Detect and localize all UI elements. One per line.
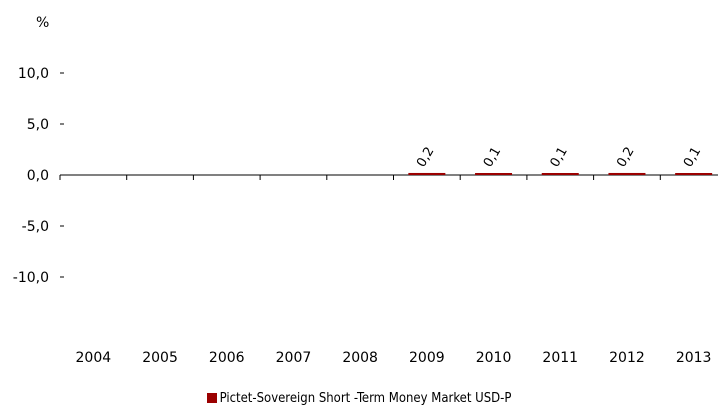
- legend: Pictet-Sovereign Short -Term Money Marke…: [0, 392, 718, 406]
- y-tick-label: -10,0: [13, 270, 49, 286]
- x-axis-tick-marks: [59, 175, 661, 180]
- x-axis-labels: 2004 2005 2006 2007 2008 2009 2010 2011 2012 2013: [76, 350, 712, 366]
- x-tick-label: 2009: [409, 350, 445, 366]
- y-tick-label: -5,0: [22, 219, 49, 235]
- x-tick-label: 2011: [542, 350, 578, 366]
- bar: [541, 173, 579, 175]
- bar: [675, 173, 713, 175]
- bar: [608, 172, 646, 175]
- bar: [408, 172, 446, 175]
- y-tick-label: 5,0: [27, 117, 49, 133]
- y-tick-label: 10,0: [18, 66, 49, 82]
- x-tick-label: 2004: [76, 350, 112, 366]
- bar-value-label: 0,1: [681, 145, 704, 170]
- bar-value-label: 0,1: [548, 145, 571, 170]
- y-tick-label: 0,0: [27, 168, 49, 184]
- x-tick-label: 2006: [209, 350, 245, 366]
- bar-value-label: 0,1: [481, 145, 504, 170]
- y-axis-unit-label: %: [36, 15, 49, 31]
- x-tick-label: 2005: [142, 350, 178, 366]
- x-tick-label: 2013: [676, 350, 712, 366]
- bars: [408, 172, 713, 175]
- bar-value-label: 0,2: [614, 145, 637, 170]
- legend-label: Pictet-Sovereign Short -Term Money Marke…: [219, 391, 512, 406]
- bar: [475, 173, 513, 175]
- y-axis-ticks: 10,0 5,0 0,0 -5,0 -10,0: [13, 66, 64, 286]
- bar-value-labels: 0,2 0,1 0,1 0,2 0,1: [414, 145, 704, 170]
- bar-value-label: 0,2: [414, 145, 437, 170]
- x-tick-label: 2010: [476, 350, 512, 366]
- legend-swatch: [206, 393, 217, 403]
- x-tick-label: 2012: [609, 350, 645, 366]
- x-tick-label: 2007: [276, 350, 312, 366]
- x-tick-label: 2008: [342, 350, 378, 366]
